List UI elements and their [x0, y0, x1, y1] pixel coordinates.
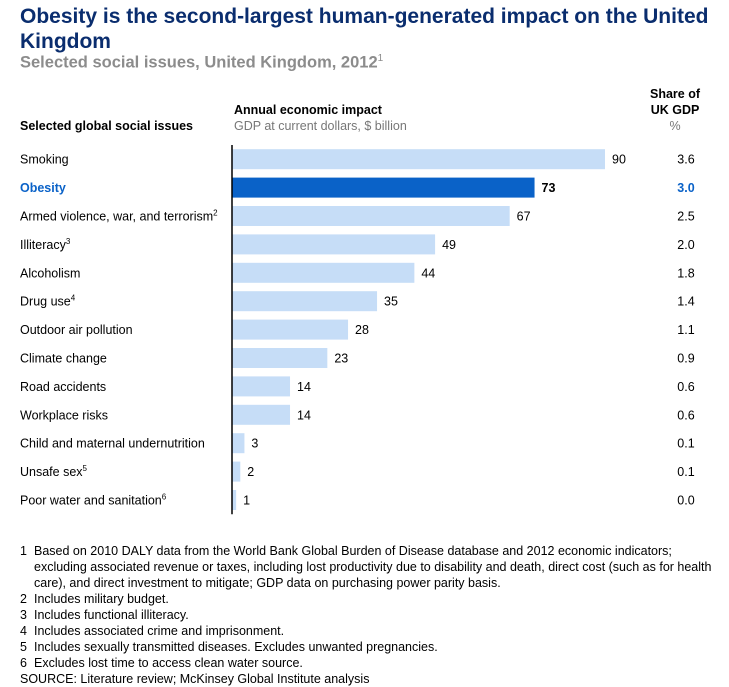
footnotes: 1 Based on 2010 DALY data from the World … — [20, 543, 720, 687]
category-label: Unsafe sex5 — [20, 464, 88, 479]
value-label: 49 — [442, 238, 456, 252]
footnote-text: Includes functional illiteracy. — [34, 608, 189, 622]
value-label: 35 — [384, 295, 398, 309]
footnote-number: 6 — [20, 656, 27, 670]
share-value: 2.0 — [677, 238, 694, 252]
share-value: 3.0 — [677, 181, 694, 195]
footnote: 1 Based on 2010 DALY data from the World … — [20, 543, 720, 591]
bar — [232, 433, 245, 454]
bar — [232, 177, 535, 198]
subtitle-text: Selected social issues, United Kingdom, … — [20, 53, 378, 72]
footnote-list: 1 Based on 2010 DALY data from the World … — [20, 543, 720, 671]
category-footnote-marker: 3 — [66, 237, 71, 246]
bar — [232, 234, 436, 255]
category-label: Poor water and sanitation6 — [20, 493, 167, 508]
category-footnote-marker: 5 — [83, 464, 88, 473]
footnote-text: Includes sexually transmitted diseases. … — [34, 640, 438, 654]
value-label: 90 — [612, 153, 626, 167]
share-value: 1.4 — [677, 295, 694, 309]
chart-subtitle: Selected social issues, United Kingdom, … — [20, 53, 383, 73]
footnote: 2 Includes military budget. — [20, 591, 720, 607]
bar-chart: Smoking 90 3.6 Obesity 73 3.0 Armed violence, … — [20, 145, 695, 515]
impact-header: Annual economic impact — [234, 103, 382, 117]
share-value: 0.9 — [677, 352, 694, 366]
share-value: 1.1 — [677, 323, 694, 337]
footnote: 6 Excludes lost time to access clean wate… — [20, 655, 720, 671]
value-label: 2 — [247, 465, 254, 479]
category-label: Child and maternal undernutrition — [20, 437, 205, 451]
value-label: 1 — [243, 494, 250, 508]
subtitle-footnote-marker: 1 — [377, 53, 384, 64]
category-label: Illiteracy3 — [20, 237, 71, 252]
footnote-text: Includes military budget. — [34, 592, 169, 606]
category-label: Road accidents — [20, 380, 106, 394]
bar — [232, 149, 605, 170]
category-label: Drug use4 — [20, 294, 76, 309]
chart-title: Obesity is the second-largest human-gene… — [20, 5, 709, 53]
footnote-number: 4 — [20, 624, 27, 638]
share-unit: % — [669, 119, 681, 133]
bar — [232, 319, 349, 340]
value-label: 28 — [355, 323, 369, 337]
footnote-text: Based on 2010 DALY data from the World B… — [34, 544, 712, 590]
footnote-text: Excludes lost time to access clean water… — [34, 656, 303, 670]
category-label: Armed violence, war, and terrorism2 — [20, 209, 218, 224]
share-value: 0.0 — [677, 494, 694, 508]
category-label: Smoking — [20, 153, 69, 167]
bar — [232, 461, 241, 482]
share-value: 0.1 — [677, 465, 694, 479]
source-note: SOURCE: Literature review; McKinsey Glob… — [20, 672, 370, 686]
bar — [232, 404, 291, 425]
category-label: Obesity — [20, 181, 66, 195]
share-value: 0.6 — [677, 408, 694, 422]
bar — [232, 490, 237, 510]
value-label: 73 — [542, 181, 556, 195]
value-label: 67 — [517, 210, 531, 224]
share-value: 0.6 — [677, 380, 694, 394]
bar — [232, 206, 510, 226]
share-value: 1.8 — [677, 266, 694, 280]
category-footnote-marker: 4 — [71, 294, 76, 303]
category-footnote-marker: 6 — [162, 493, 167, 502]
issues-header: Selected global social issues — [20, 119, 193, 133]
footnote: 5 Includes sexually transmitted diseases.… — [20, 639, 720, 655]
footnote: 3 Includes functional illiteracy. — [20, 607, 720, 623]
category-label: Alcoholism — [20, 266, 80, 280]
value-label: 14 — [297, 408, 311, 422]
value-label: 44 — [421, 266, 435, 280]
footnote-text: Includes associated crime and imprisonme… — [34, 624, 285, 638]
share-value: 3.6 — [677, 153, 694, 167]
category-label: Outdoor air pollution — [20, 323, 133, 337]
bar — [232, 291, 378, 312]
category-footnote-marker: 2 — [213, 209, 218, 218]
category-label: Climate change — [20, 352, 107, 366]
bar — [232, 376, 291, 397]
bar — [232, 262, 415, 283]
footnote-number: 3 — [20, 608, 27, 622]
footnote-number: 5 — [20, 640, 27, 654]
footnote-number: 1 — [20, 544, 27, 558]
share-value: 2.5 — [677, 210, 694, 224]
category-label: Workplace risks — [20, 408, 108, 422]
share-header-line2: UK GDP — [650, 103, 700, 117]
bar — [232, 348, 328, 368]
share-value: 0.1 — [677, 437, 694, 451]
value-label: 23 — [334, 352, 348, 366]
footnote: 4 Includes associated crime and imprisonm… — [20, 623, 720, 639]
share-header-line1: Share of — [649, 87, 700, 101]
footnote-number: 2 — [20, 592, 27, 606]
value-label: 14 — [297, 380, 311, 394]
impact-unit: GDP at current dollars, $ billion — [234, 119, 407, 133]
value-label: 3 — [251, 437, 258, 451]
